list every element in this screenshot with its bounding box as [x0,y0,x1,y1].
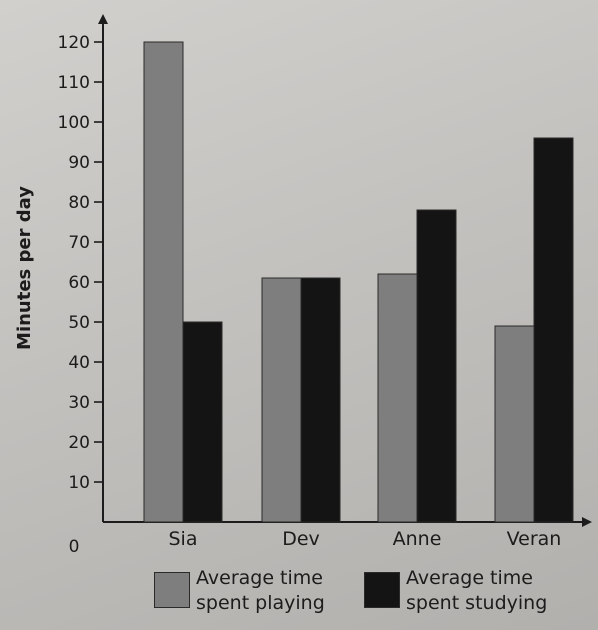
legend-label-studying: Average time spent studying [406,567,548,614]
y-tick-label: 20 [68,433,90,453]
y-tick-label: 40 [68,353,90,373]
legend: Average time spent playing Average time … [154,562,574,626]
bar-veran-studying [533,137,574,523]
y-tick-label: 80 [68,193,90,213]
x-axis-labels: Sia Dev Anne Veran [169,528,562,550]
y-tick-label: 50 [68,313,90,333]
y-axis-arrow [98,14,108,24]
y-tick-label: 70 [68,233,90,253]
bar-sia-playing [143,41,184,523]
origin-label: 0 [69,537,80,557]
bar-dev-playing [261,277,302,523]
bar-dev-studying [300,277,341,523]
y-tick-label: 120 [58,33,90,53]
bars [143,41,574,523]
legend-swatch-playing [154,572,190,608]
y-tick-label: 100 [58,113,90,133]
y-tick-label: 10 [68,473,90,493]
legend-label-playing: Average time spent playing [196,567,325,614]
y-tick-label: 60 [68,273,90,293]
bar-anne-studying [416,209,457,523]
y-tick-label: 110 [58,73,90,93]
y-tick-label: 30 [68,393,90,413]
x-label-dev: Dev [282,528,320,550]
bar-veran-playing [494,325,535,523]
x-label-anne: Anne [393,528,442,550]
x-axis-arrow [582,517,592,527]
y-axis-ticks: 10 20 30 40 50 60 70 80 90 100 110 120 [58,33,103,493]
x-label-veran: Veran [507,528,562,550]
legend-swatch-studying [364,572,400,608]
bar-sia-studying [182,321,223,523]
y-axis-title: Minutes per day [14,186,35,350]
x-label-sia: Sia [169,528,198,550]
bar-anne-playing [377,273,418,523]
y-tick-label: 90 [68,153,90,173]
